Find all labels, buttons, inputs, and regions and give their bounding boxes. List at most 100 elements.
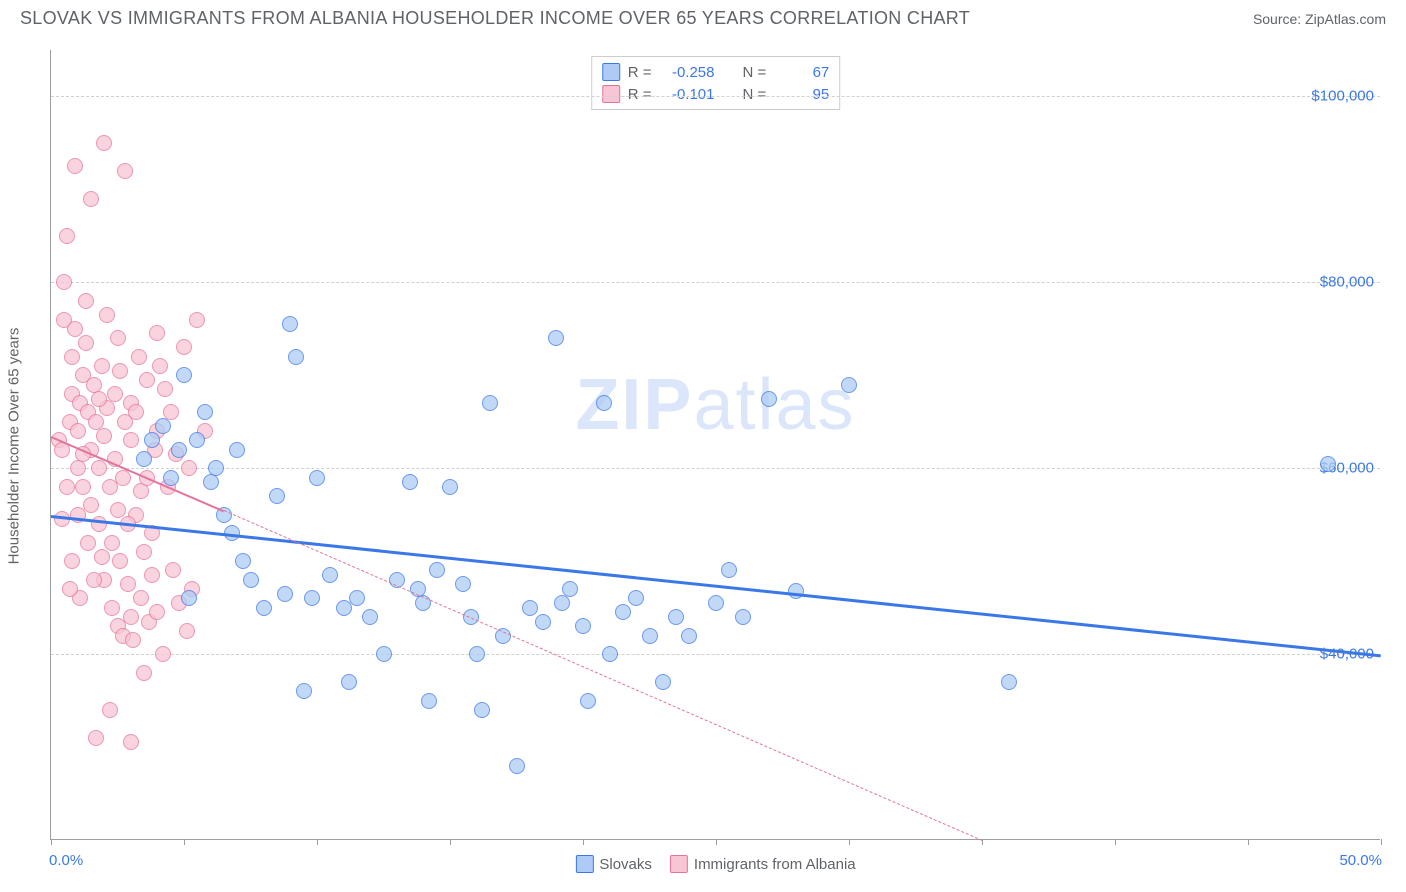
legend-item-series1: Slovaks xyxy=(575,855,652,873)
data-point-series2 xyxy=(155,646,171,662)
stats-legend: R = -0.258 N = 67 R = -0.101 N = 95 xyxy=(591,56,841,110)
data-point-series2 xyxy=(112,363,128,379)
data-point-series2 xyxy=(102,702,118,718)
data-point-series1 xyxy=(376,646,392,662)
data-point-series1 xyxy=(509,758,525,774)
data-point-series2 xyxy=(78,335,94,351)
data-point-series2 xyxy=(70,460,86,476)
data-point-series1 xyxy=(442,479,458,495)
watermark: ZIPatlas xyxy=(575,364,855,446)
data-point-series2 xyxy=(83,191,99,207)
x-tick xyxy=(450,839,451,845)
data-point-series1 xyxy=(429,562,445,578)
x-tick xyxy=(51,839,52,845)
gridline xyxy=(51,96,1380,97)
data-point-series1 xyxy=(522,600,538,616)
swatch-series2 xyxy=(602,85,620,103)
data-point-series2 xyxy=(149,604,165,620)
data-point-series1 xyxy=(203,474,219,490)
data-point-series2 xyxy=(120,576,136,592)
swatch-series1 xyxy=(602,63,620,81)
data-point-series1 xyxy=(535,614,551,630)
data-point-series2 xyxy=(64,553,80,569)
data-point-series1 xyxy=(288,349,304,365)
data-point-series1 xyxy=(580,693,596,709)
data-point-series2 xyxy=(91,460,107,476)
data-point-series1 xyxy=(322,567,338,583)
data-point-series2 xyxy=(125,632,141,648)
gridline xyxy=(51,468,1380,469)
data-point-series2 xyxy=(80,535,96,551)
stats-row-series2: R = -0.101 N = 95 xyxy=(602,83,830,105)
data-point-series2 xyxy=(64,349,80,365)
data-point-series1 xyxy=(197,404,213,420)
data-point-series1 xyxy=(455,576,471,592)
data-point-series2 xyxy=(139,372,155,388)
swatch-icon xyxy=(670,855,688,873)
data-point-series2 xyxy=(144,567,160,583)
data-point-series1 xyxy=(256,600,272,616)
data-point-series2 xyxy=(165,562,181,578)
data-point-series1 xyxy=(136,451,152,467)
data-point-series2 xyxy=(110,502,126,518)
data-point-series2 xyxy=(83,497,99,513)
data-point-series1 xyxy=(548,330,564,346)
data-point-series2 xyxy=(176,339,192,355)
data-point-series1 xyxy=(144,432,160,448)
data-point-series1 xyxy=(309,470,325,486)
data-point-series1 xyxy=(761,391,777,407)
x-tick xyxy=(317,839,318,845)
x-tick xyxy=(1381,839,1382,845)
legend-item-series2: Immigrants from Albania xyxy=(670,855,856,873)
data-point-series1 xyxy=(341,674,357,690)
data-point-series1 xyxy=(668,609,684,625)
data-point-series1 xyxy=(402,474,418,490)
data-point-series1 xyxy=(615,604,631,620)
data-point-series2 xyxy=(70,423,86,439)
data-point-series2 xyxy=(157,381,173,397)
data-point-series2 xyxy=(136,544,152,560)
data-point-series2 xyxy=(179,623,195,639)
data-point-series1 xyxy=(1001,674,1017,690)
data-point-series2 xyxy=(91,516,107,532)
data-point-series2 xyxy=(56,274,72,290)
data-point-series1 xyxy=(474,702,490,718)
data-point-series1 xyxy=(189,432,205,448)
data-point-series1 xyxy=(721,562,737,578)
chart-title: SLOVAK VS IMMIGRANTS FROM ALBANIA HOUSEH… xyxy=(20,8,970,29)
data-point-series1 xyxy=(304,590,320,606)
data-point-series1 xyxy=(469,646,485,662)
data-point-series2 xyxy=(86,572,102,588)
data-point-series1 xyxy=(554,595,570,611)
data-point-series2 xyxy=(123,432,139,448)
data-point-series1 xyxy=(602,646,618,662)
gridline xyxy=(51,654,1380,655)
data-point-series2 xyxy=(181,460,197,476)
stats-row-series1: R = -0.258 N = 67 xyxy=(602,61,830,83)
x-axis-max-label: 50.0% xyxy=(1339,852,1382,869)
data-point-series2 xyxy=(112,553,128,569)
data-point-series2 xyxy=(136,665,152,681)
data-point-series1 xyxy=(155,418,171,434)
data-point-series1 xyxy=(1320,456,1336,472)
swatch-icon xyxy=(575,855,593,873)
data-point-series2 xyxy=(96,428,112,444)
data-point-series2 xyxy=(67,321,83,337)
data-point-series2 xyxy=(149,325,165,341)
data-point-series2 xyxy=(128,404,144,420)
y-tick-label: $80,000 xyxy=(1320,274,1374,291)
x-tick xyxy=(1115,839,1116,845)
data-point-series1 xyxy=(362,609,378,625)
y-tick-label: $100,000 xyxy=(1311,88,1374,105)
data-point-series1 xyxy=(841,377,857,393)
data-point-series1 xyxy=(642,628,658,644)
data-point-series1 xyxy=(296,683,312,699)
regression-line xyxy=(224,510,982,841)
data-point-series2 xyxy=(94,358,110,374)
data-point-series1 xyxy=(596,395,612,411)
bottom-legend: Slovaks Immigrants from Albania xyxy=(575,855,855,873)
data-point-series2 xyxy=(59,228,75,244)
data-point-series2 xyxy=(123,734,139,750)
data-point-series2 xyxy=(110,330,126,346)
data-point-series2 xyxy=(94,549,110,565)
